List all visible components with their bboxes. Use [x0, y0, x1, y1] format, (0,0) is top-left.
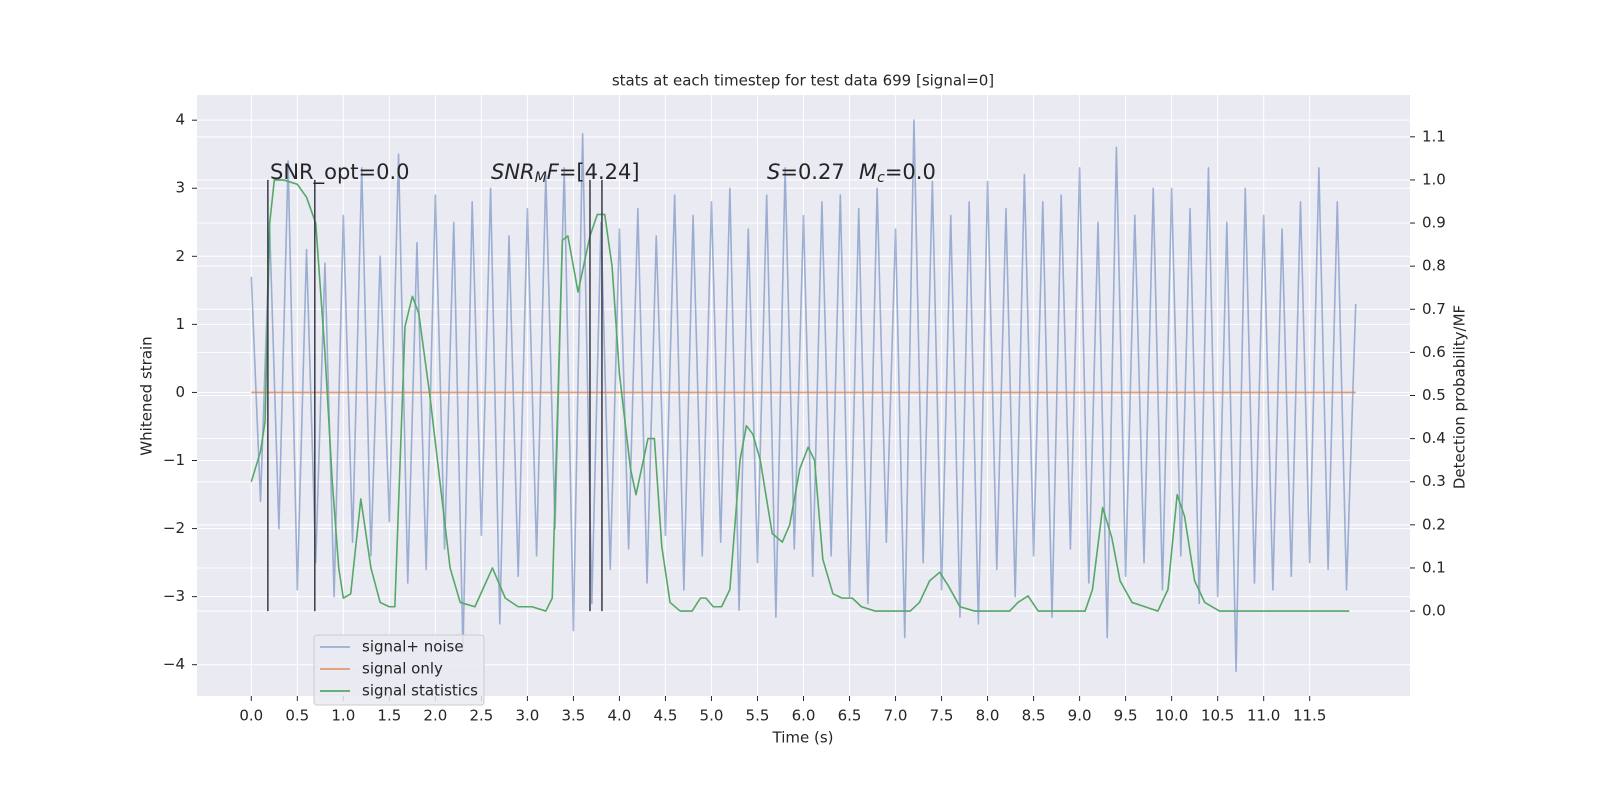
annotation-subscript: c [877, 170, 885, 186]
annotation: SNR_opt=0.0 [270, 160, 410, 185]
x-tick-label: 0.0 [239, 707, 263, 725]
legend-label: signal+ noise [362, 638, 464, 656]
x-tick-label: 4.5 [654, 707, 678, 725]
series-line [250, 179, 1350, 612]
y2-tick-label: 1.0 [1422, 170, 1446, 188]
y2-tick-label: 0.1 [1422, 558, 1446, 576]
x-tick-label: 3.5 [561, 707, 585, 725]
legend: signal+ noise signal only signal statistic… [313, 634, 485, 706]
chart-title: stats at each timestep for test data 699… [612, 72, 994, 90]
y2-tick-label: 0.2 [1422, 515, 1446, 533]
y2-tick-label: 0.9 [1422, 214, 1446, 232]
x-tick-label: 9.0 [1068, 707, 1092, 725]
x-tick-label: 5.0 [700, 707, 724, 725]
y-tick-label: 2 [175, 247, 185, 265]
x-tick-label: 6.5 [838, 707, 862, 725]
annotation-text: =0.0 [885, 160, 936, 184]
x-axis-label: Time (s) [772, 729, 834, 747]
y2-tick-label: 0.7 [1422, 300, 1446, 318]
x-tick-label: 1.0 [331, 707, 355, 725]
y2-tick-label: 1.1 [1422, 127, 1446, 145]
x-tick-label: 8.5 [1022, 707, 1046, 725]
y-tick-label: −2 [163, 519, 185, 537]
y2-axis-label: Detection probability/MF [1451, 305, 1469, 489]
y-tick-label: 0 [175, 383, 185, 401]
x-tick-label: 2.5 [469, 707, 493, 725]
series-line [250, 119, 1357, 673]
x-tick-label: 0.5 [285, 707, 309, 725]
x-tick-label: 1.5 [377, 707, 401, 725]
y-tick-label: −4 [163, 655, 185, 673]
annotation-text: F [547, 160, 560, 184]
annotation-subscript: M [535, 170, 547, 186]
annotation: S=0.27 [767, 160, 845, 184]
x-tick-label: 10.0 [1155, 707, 1188, 725]
x-tick-label: 4.0 [608, 707, 632, 725]
x-tick-label: 9.5 [1114, 707, 1138, 725]
y-tick-label: −1 [163, 451, 185, 469]
y2-tick-label: 0.8 [1422, 257, 1446, 275]
marks [250, 119, 1357, 673]
y-axis-label: Whitened strain [138, 336, 156, 455]
annotation-text: SNR [491, 160, 535, 184]
x-tick-label: 11.5 [1293, 707, 1326, 725]
annotation-text: S [767, 160, 780, 184]
x-tick-label: 5.5 [746, 707, 770, 725]
x-tick-label: 6.0 [792, 707, 816, 725]
y-tick-label: −3 [163, 587, 185, 605]
annotation: SNRMF=[4.24] [491, 160, 640, 186]
x-tick-label: 3.0 [515, 707, 539, 725]
x-tick-label: 7.5 [930, 707, 954, 725]
y2-tick-label: 0.0 [1422, 602, 1446, 620]
x-tick-label: 10.5 [1201, 707, 1234, 725]
annotation: Mc=0.0 [859, 160, 936, 186]
y-tick-label: 4 [175, 111, 185, 129]
annotation-text: SNR_opt=0.0 [270, 160, 410, 185]
x-tick-label: 7.0 [884, 707, 908, 725]
legend-label: signal only [362, 660, 443, 678]
annotation-text: =[4.24] [559, 160, 640, 184]
y2-tick-label: 0.3 [1422, 472, 1446, 490]
x-tick-label: 2.0 [423, 707, 447, 725]
x-tick-label: 11.0 [1247, 707, 1280, 725]
y-tick-label: 1 [175, 315, 185, 333]
legend-label: signal statistics [362, 682, 478, 700]
y2-tick-label: 0.5 [1422, 386, 1446, 404]
y2-tick-label: 0.6 [1422, 343, 1446, 361]
annotation-text: M [859, 160, 877, 184]
axes: 0.0 0.5 1.0 1.5 2.0 2.5 3.0 3.5 4.0 4.5 5.0 5.5 6.0 6… [163, 111, 1446, 725]
y2-tick-label: 0.4 [1422, 429, 1446, 447]
x-tick-label: 8.0 [976, 707, 1000, 725]
annotation-text: =0.27 [780, 160, 844, 184]
y-tick-label: 3 [175, 179, 185, 197]
legend-box [313, 634, 485, 706]
